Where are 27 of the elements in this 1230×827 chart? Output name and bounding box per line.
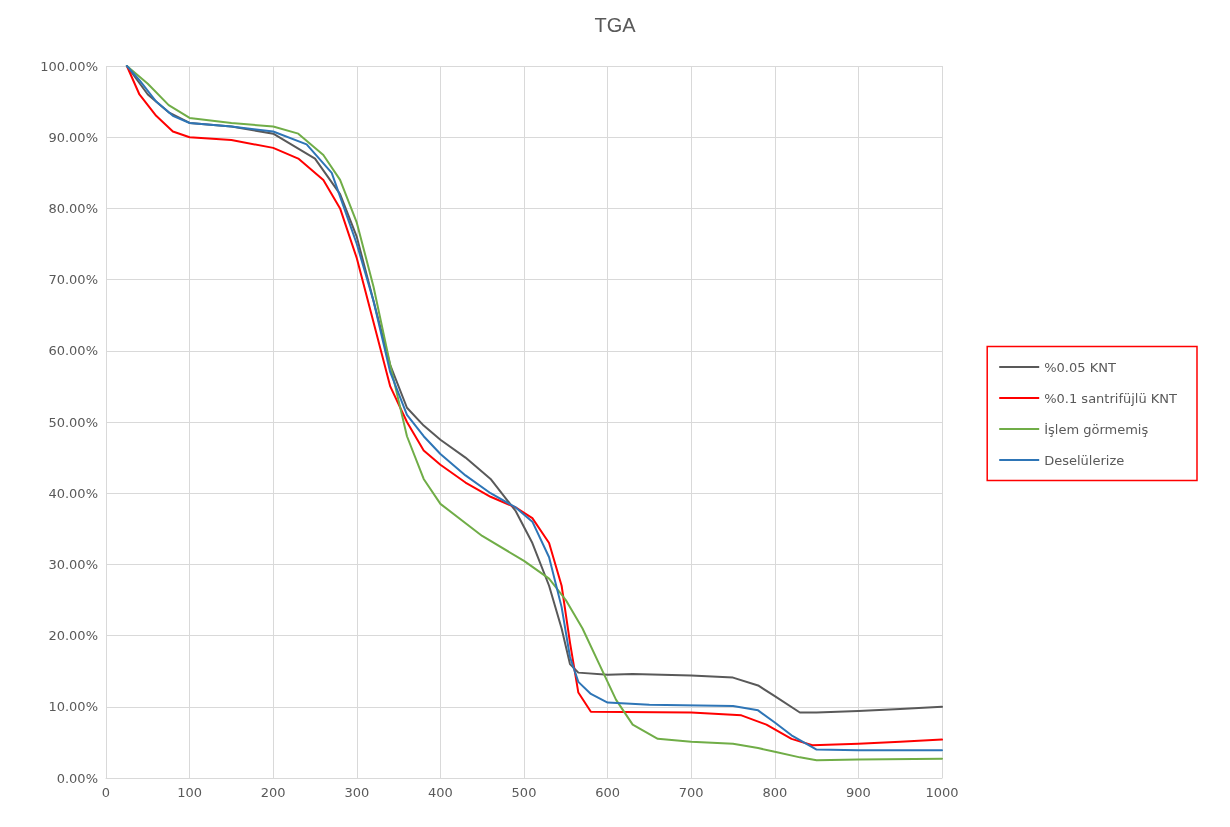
y-tick-label: 80.00% — [48, 200, 98, 216]
y-tick-label: 0.00% — [56, 770, 98, 786]
x-tick-label: 700 — [678, 785, 704, 800]
y-tick-label: 20.00% — [48, 628, 98, 644]
legend-label: %0.05 KNT — [1044, 359, 1116, 375]
legend-label: %0.1 santrifüjlü KNT — [1044, 390, 1178, 406]
legend-label: Deselülerize — [1044, 452, 1125, 468]
y-tick-label: 60.00% — [48, 343, 98, 359]
x-tick-label: 600 — [595, 785, 621, 800]
x-tick-label: 800 — [762, 785, 788, 800]
y-tick-label: 70.00% — [48, 272, 98, 288]
y-tick-label: 30.00% — [48, 556, 98, 572]
x-tick-label: 1000 — [925, 785, 959, 800]
y-tick-label: 10.00% — [48, 699, 98, 715]
x-tick-label: 0 — [101, 785, 111, 800]
x-tick-label: 300 — [344, 785, 370, 800]
legend-label: İşlem görmemiş — [1044, 421, 1149, 437]
y-tick-label: 90.00% — [48, 129, 98, 145]
x-tick-label: 100 — [177, 785, 203, 800]
y-tick-label: 100.00% — [40, 58, 98, 74]
x-tick-label: 900 — [845, 785, 871, 800]
y-tick-label: 50.00% — [48, 414, 98, 430]
y-tick-label: 40.00% — [48, 485, 98, 501]
x-tick-label: 500 — [511, 785, 537, 800]
x-tick-label: 400 — [427, 785, 453, 800]
x-tick-label: 200 — [260, 785, 286, 800]
chart-title: TGA — [594, 14, 637, 36]
